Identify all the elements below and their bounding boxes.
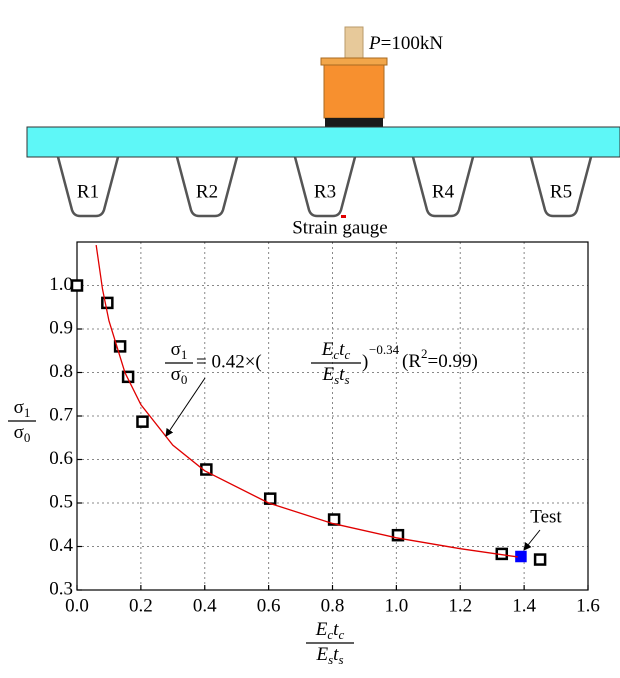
eq-rhs-denominator-part: s <box>344 372 349 387</box>
data-point <box>391 528 405 542</box>
x-tick-label: 0.4 <box>193 595 217 616</box>
data-point <box>200 463 213 476</box>
load-symbol: P <box>368 33 381 54</box>
rib-label: R5 <box>550 181 572 202</box>
test-label: Test <box>530 506 562 527</box>
data-point <box>121 370 135 384</box>
eq-r2-part: 2 <box>421 346 428 361</box>
gauge-label: Strain gauge <box>292 217 388 238</box>
y-axis-label-numerator-part: σ <box>14 397 24 418</box>
x-axis-label-denominator-part: s <box>328 652 333 667</box>
x-axis-label-denominator-part: E <box>315 644 328 665</box>
y-tick-label: 0.4 <box>49 535 73 556</box>
fit-curve <box>95 244 518 558</box>
x-tick-label: 0.8 <box>321 595 345 616</box>
eq-r2-part: =0.99) <box>428 351 478 372</box>
test-arrow <box>523 529 541 551</box>
x-axis-label-numerator-part: c <box>338 627 344 642</box>
x-axis-label-numerator-part: c <box>327 627 333 642</box>
chart: 0.0 0.2 0.4 0.6 0.8 1.0 1.2 1.4 1.6 0.3 0.4 0.5 0.6 0… <box>8 241 600 667</box>
rib-label: R4 <box>432 181 455 202</box>
eq-rhs-denominator-part: t <box>339 364 345 385</box>
data-point <box>136 415 149 428</box>
data-point <box>113 340 127 353</box>
eq-rhs-numerator-part: t <box>339 339 345 360</box>
deck-plate <box>26 126 620 158</box>
ribs <box>56 156 593 218</box>
eq-lhs-denominator-part: 0 <box>181 372 188 387</box>
data-point <box>70 279 84 292</box>
rib-label: R2 <box>196 181 218 202</box>
eq-lhs-numerator-part: 1 <box>181 347 188 362</box>
eq-rhs-numerator-part: c <box>344 347 350 362</box>
plot-frame <box>76 241 589 591</box>
eq-body: = 0.42×( <box>196 351 262 372</box>
y-axis-label-denominator-part: 0 <box>24 430 31 445</box>
load-value: =100kN <box>381 33 444 54</box>
data-point <box>327 513 341 526</box>
eq-rhs-numerator: Ectc <box>321 339 351 362</box>
x-tick-label: 1.4 <box>512 595 536 616</box>
x-tick-label: 0.0 <box>65 595 89 616</box>
data-point <box>533 553 547 566</box>
y-tick-label: 0.3 <box>49 578 73 599</box>
eq-rhs-numerator-part: E <box>321 339 334 360</box>
eq-rhs-denominator: Ests <box>321 364 349 387</box>
eq-r2: (R2=0.99) <box>402 346 478 372</box>
x-axis-label-denominator-part: s <box>338 652 343 667</box>
x-axis-label-numerator-part: t <box>333 619 339 640</box>
y-axis-label-numerator-part: 1 <box>24 405 31 420</box>
x-axis-label-denominator: Ests <box>315 644 343 667</box>
eq-lhs-denominator: σ0 <box>171 364 188 387</box>
load-label: P=100kN <box>368 33 443 54</box>
load-block <box>323 64 385 119</box>
eq-lhs-denominator-part: σ <box>171 364 181 385</box>
rib-label: R3 <box>314 181 336 202</box>
y-tick-label: 0.8 <box>49 361 73 382</box>
eq-rhs-numerator-part: c <box>333 347 339 362</box>
y-tick-label: 1.0 <box>49 274 73 295</box>
eq-lhs-numerator: σ1 <box>171 339 188 362</box>
y-tick-label: 0.6 <box>49 448 73 469</box>
eq-exponent: −0.34 <box>369 342 400 357</box>
x-axis-label-numerator: Ectc <box>315 619 345 642</box>
y-tick-label: 0.5 <box>49 491 73 512</box>
strain-gauge <box>341 215 346 218</box>
load-pad <box>325 118 383 127</box>
eq-rhs-denominator-part: E <box>321 364 334 385</box>
load-cap <box>320 57 388 66</box>
eq-rhs-denominator-part: s <box>334 372 339 387</box>
eq-close: ) <box>362 351 368 372</box>
data-point <box>101 296 114 310</box>
eq-arrow <box>165 377 206 437</box>
x-tick-label: 0.2 <box>129 595 153 616</box>
y-axis-label-numerator: σ1 <box>14 397 31 420</box>
x-tick-label: 1.0 <box>385 595 409 616</box>
x-axis-label-numerator-part: E <box>315 619 328 640</box>
y-axis-label-denominator-part: σ <box>14 422 24 443</box>
y-tick-label: 0.7 <box>49 404 73 425</box>
y-axis-label-denominator: σ0 <box>14 422 31 445</box>
x-tick-label: 1.2 <box>448 595 472 616</box>
x-axis-label-denominator-part: t <box>333 644 339 665</box>
rib-label: R1 <box>77 181 99 202</box>
eq-lhs-numerator-part: σ <box>171 339 181 360</box>
load-rod <box>344 26 364 60</box>
x-tick-label: 1.6 <box>576 595 600 616</box>
eq-r2-part: (R <box>402 351 421 372</box>
y-tick-label: 0.9 <box>49 317 73 338</box>
x-tick-label: 0.6 <box>257 595 281 616</box>
